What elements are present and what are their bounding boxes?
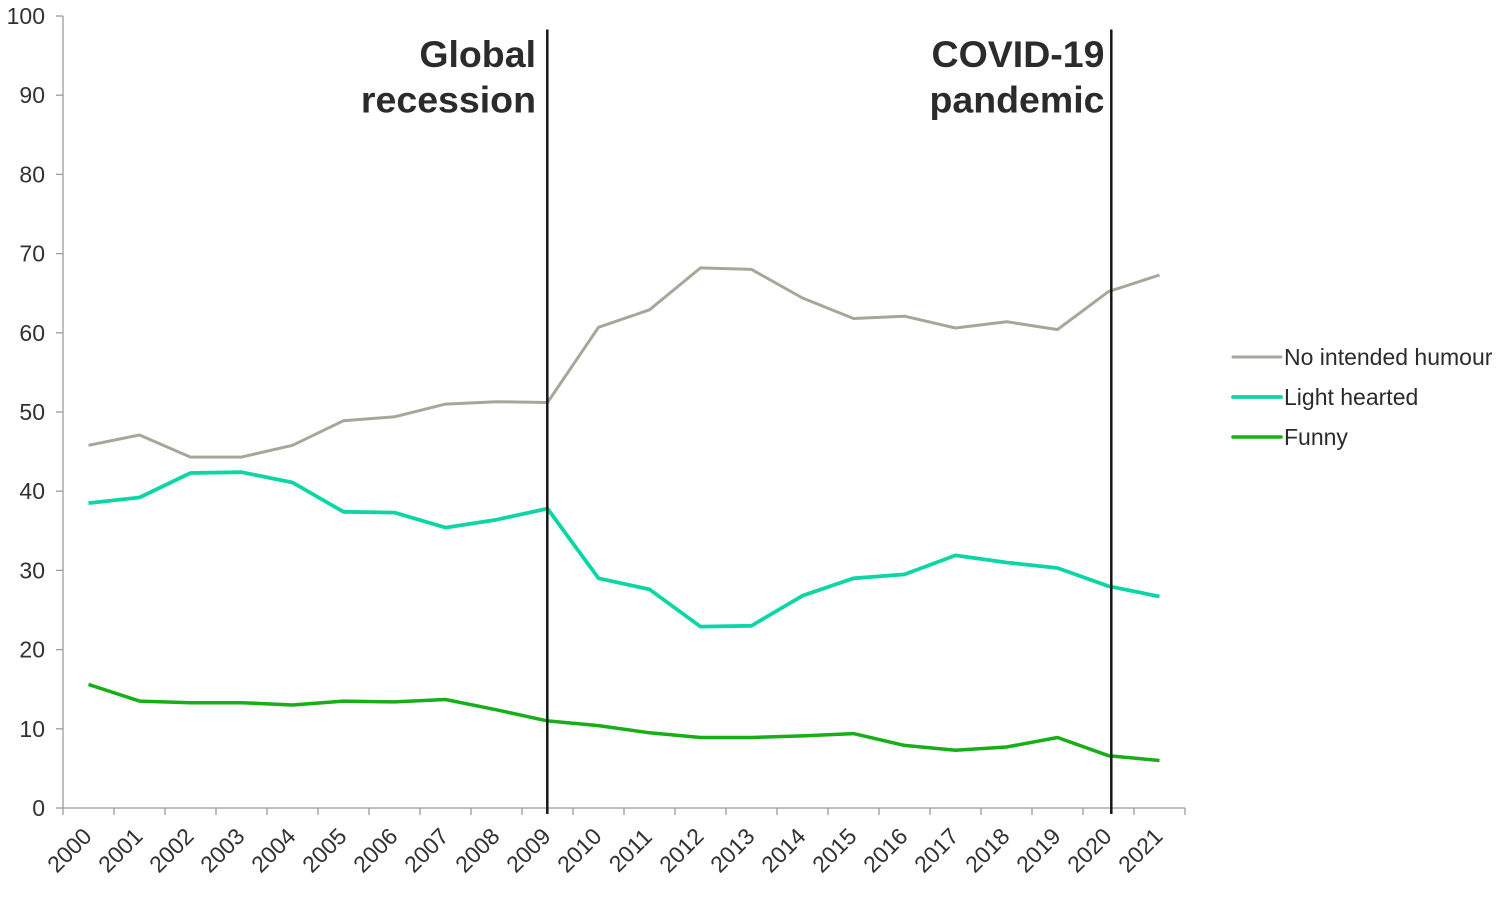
- svg-text:recession: recession: [361, 78, 536, 120]
- svg-text:40: 40: [19, 478, 45, 504]
- svg-text:No intended humour: No intended humour: [1284, 344, 1493, 370]
- svg-text:90: 90: [19, 82, 45, 108]
- svg-text:Funny: Funny: [1284, 424, 1348, 450]
- svg-text:20: 20: [19, 637, 45, 663]
- svg-text:80: 80: [19, 161, 45, 187]
- svg-text:Light hearted: Light hearted: [1284, 384, 1418, 410]
- svg-text:100: 100: [7, 3, 45, 29]
- svg-text:70: 70: [19, 241, 45, 267]
- svg-text:COVID-19: COVID-19: [932, 33, 1105, 75]
- svg-text:pandemic: pandemic: [929, 78, 1104, 120]
- svg-text:0: 0: [32, 795, 45, 821]
- svg-text:50: 50: [19, 399, 45, 425]
- svg-text:10: 10: [19, 716, 45, 742]
- svg-text:60: 60: [19, 320, 45, 346]
- svg-text:Global: Global: [419, 33, 536, 75]
- svg-text:30: 30: [19, 557, 45, 583]
